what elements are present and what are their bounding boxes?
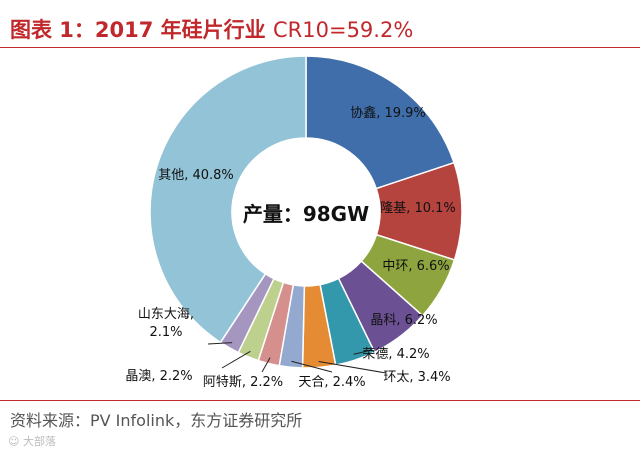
leader-line-6	[291, 360, 333, 373]
data-labels-layer: 协鑫, 19.9% 隆基, 10.1% 中环, 6.6% 晶科, 6.2% 荣德, 4.…	[125, 105, 455, 390]
watermark-icon: ☺	[8, 435, 20, 448]
leader-line-7	[261, 357, 271, 373]
data-label-9-line2: 2.1%	[149, 325, 182, 340]
watermark-label: 大部落	[22, 435, 56, 448]
source-divider	[0, 400, 640, 401]
data-label-2: 中环, 6.6%	[382, 259, 449, 274]
data-label-4: 荣德, 4.2%	[362, 347, 429, 362]
center-label: 产量：98GW	[243, 202, 369, 226]
data-label-5: 环太, 3.4%	[383, 370, 450, 385]
data-label-1: 隆基, 10.1%	[380, 201, 456, 216]
leader-line-4	[353, 349, 373, 355]
source-note: 资料来源：PV Infolink，东方证券研究所	[10, 411, 303, 430]
leader-line-8	[221, 350, 251, 369]
data-label-0: 协鑫, 19.9%	[350, 105, 426, 121]
data-label-7: 阿特斯, 2.2%	[203, 375, 283, 390]
donut-slice-0	[305, 55, 455, 190]
data-label-10: 其他, 40.8%	[158, 168, 234, 183]
data-label-3: 晶科, 6.2%	[370, 313, 437, 328]
leader-lines-layer	[207, 342, 387, 374]
data-label-8: 晶澳, 2.2%	[125, 368, 192, 384]
slices-layer	[149, 55, 463, 369]
chart-title-prefix: 图表 1：2017 年硅片行业	[10, 18, 266, 42]
data-label-6: 天合, 2.4%	[298, 375, 365, 390]
title-divider	[0, 47, 640, 48]
chart-title-cr: CR10=59.2%	[273, 18, 414, 42]
donut-slice-10	[149, 55, 307, 344]
watermark-text: ☺ 大部落	[8, 433, 56, 449]
leader-line-5	[318, 360, 387, 374]
data-label-9-line1: 山东大海,	[138, 307, 194, 322]
leader-line-9	[207, 342, 233, 345]
title-bar: 图表 1：2017 年硅片行业 CR10=59.2%	[0, 0, 640, 48]
chart-title: 图表 1：2017 年硅片行业 CR10=59.2%	[10, 14, 413, 44]
donut-chart: 协鑫, 19.9% 隆基, 10.1% 中环, 6.6% 晶科, 6.2% 荣德, 4.…	[125, 55, 463, 390]
